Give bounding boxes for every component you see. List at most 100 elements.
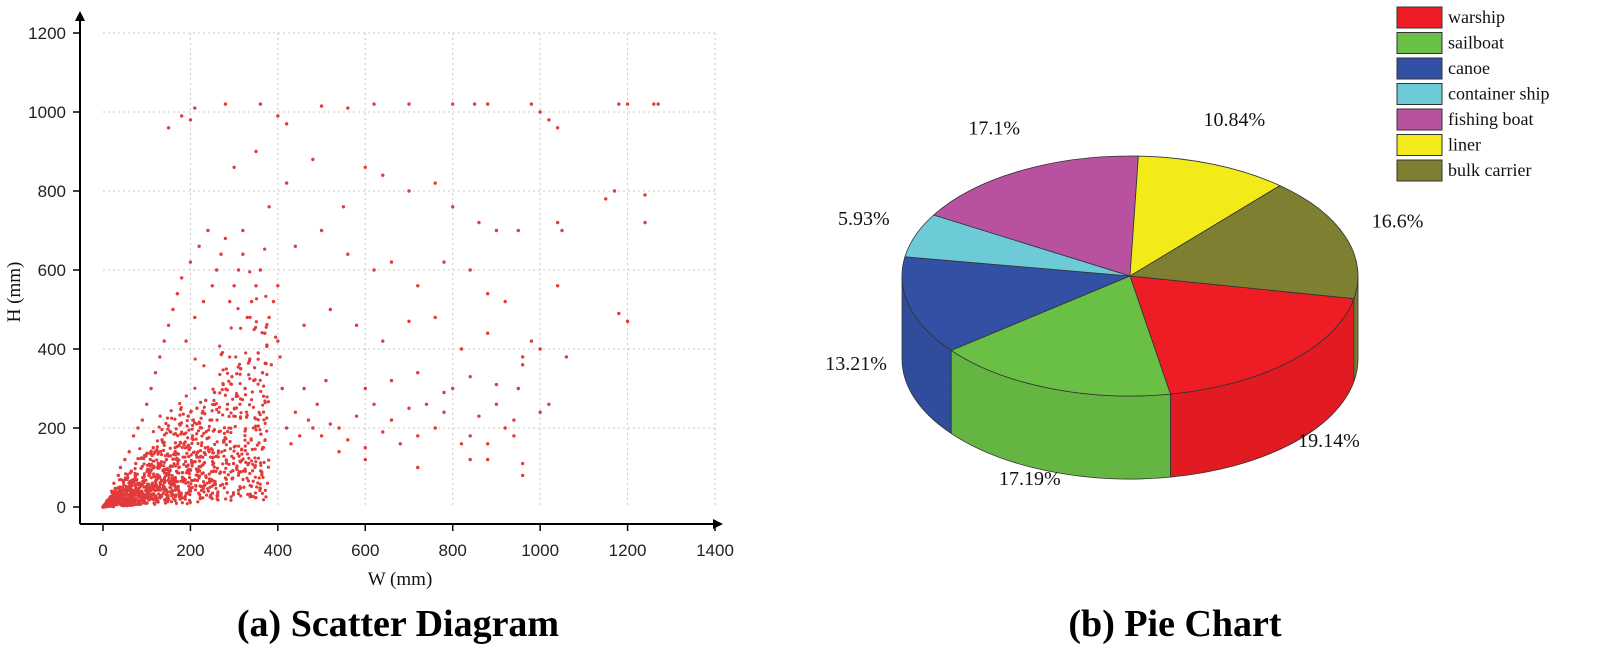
- scatter-point: [162, 471, 166, 475]
- scatter-point: [192, 421, 197, 425]
- pie-slice-warship: [1129, 275, 1355, 395]
- scatter-points: [101, 102, 660, 509]
- scatter-point: [381, 339, 385, 343]
- scatter-point: [248, 270, 252, 274]
- scatter-point: [224, 466, 228, 470]
- scatter-point: [147, 462, 151, 466]
- scatter-point: [112, 502, 116, 506]
- scatter-point: [253, 491, 258, 495]
- scatter-point: [442, 410, 446, 414]
- scatter-point: [253, 416, 257, 420]
- scatter-point: [256, 456, 261, 460]
- scatter-point: [245, 315, 249, 320]
- scatter-point: [416, 371, 420, 375]
- scatter-point: [230, 374, 234, 379]
- scatter-point: [254, 428, 258, 432]
- scatter-point: [176, 459, 180, 463]
- legend-swatch: [1396, 57, 1443, 80]
- scatter-point: [258, 102, 263, 106]
- scatter-point: [195, 479, 200, 483]
- scatter-point: [319, 104, 324, 108]
- scatter-point: [214, 469, 218, 473]
- scatter-point: [129, 503, 133, 508]
- scatter-point: [210, 284, 214, 288]
- scatter-point: [255, 443, 259, 447]
- scatter-point: [148, 457, 152, 461]
- scatter-point: [139, 491, 143, 496]
- scatter-point: [246, 492, 250, 496]
- scatter-point: [200, 471, 204, 476]
- scatter-point: [228, 447, 233, 451]
- scatter-point: [155, 486, 159, 490]
- scatter-point: [262, 460, 266, 465]
- scatter-point: [198, 400, 203, 404]
- scatter-point: [246, 479, 251, 483]
- pie-slice-sailboat: [950, 275, 1171, 397]
- scatter-point: [182, 442, 186, 446]
- scatter-point: [248, 471, 252, 476]
- scatter-point: [256, 424, 260, 428]
- scatter-point: [239, 411, 243, 415]
- y-tick-label: 1000: [28, 103, 66, 122]
- scatter-point: [255, 485, 259, 489]
- scatter-point: [271, 299, 276, 304]
- scatter-point: [209, 470, 213, 474]
- scatter-point: [179, 479, 183, 483]
- scatter-point: [260, 491, 265, 495]
- scatter-point: [158, 481, 162, 485]
- scatter-point: [185, 502, 189, 506]
- scatter-point: [238, 415, 243, 419]
- scatter-point: [183, 494, 187, 498]
- scatter-point: [280, 386, 284, 391]
- scatter-point: [169, 464, 173, 468]
- scatter-point: [538, 347, 542, 351]
- legend-label: liner: [1448, 135, 1481, 155]
- scatter-point: [143, 485, 147, 489]
- scatter-point: [249, 438, 253, 442]
- legend-swatch: [1396, 159, 1443, 182]
- scatter-point: [260, 331, 264, 335]
- scatter-point: [250, 484, 254, 488]
- scatter-point: [179, 276, 184, 280]
- scatter-point: [424, 402, 429, 406]
- scatter-point: [264, 325, 268, 329]
- scatter-point: [231, 397, 235, 401]
- scatter-point: [138, 499, 142, 503]
- scatter-point: [261, 475, 265, 479]
- scatter-point: [162, 477, 166, 482]
- scatter-point: [210, 484, 214, 488]
- scatter-point: [138, 447, 142, 451]
- scatter-point: [195, 406, 199, 410]
- scatter-point: [155, 465, 160, 470]
- scatter-point: [163, 454, 168, 458]
- scatter-point: [254, 297, 259, 301]
- scatter-point: [243, 429, 247, 433]
- scatter-point: [416, 284, 420, 288]
- scatter-point: [200, 434, 204, 438]
- scatter-point: [136, 501, 140, 505]
- scatter-point: [251, 405, 256, 409]
- scatter-point: [236, 492, 241, 496]
- scatter-point: [187, 428, 191, 432]
- scatter-point: [127, 496, 131, 500]
- scatter-point: [346, 252, 350, 256]
- caption-a: (a) Scatter Diagram: [237, 603, 559, 645]
- scatter-point: [157, 425, 161, 429]
- scatter-point: [140, 464, 144, 468]
- scatter-point: [190, 478, 194, 483]
- scatter-point: [149, 468, 153, 473]
- scatter-point: [227, 414, 231, 419]
- scatter-point: [188, 260, 193, 264]
- scatter-point: [529, 339, 534, 343]
- scatter-point: [128, 494, 132, 498]
- scatter-point: [107, 497, 112, 501]
- scatter-point: [197, 244, 201, 248]
- scatter-point: [258, 413, 262, 417]
- scatter-point: [126, 501, 130, 505]
- scatter-point: [164, 457, 169, 462]
- scatter-point: [381, 173, 385, 177]
- scatter-point: [264, 495, 268, 499]
- scatter-point: [433, 315, 437, 320]
- scatter-point: [118, 502, 122, 506]
